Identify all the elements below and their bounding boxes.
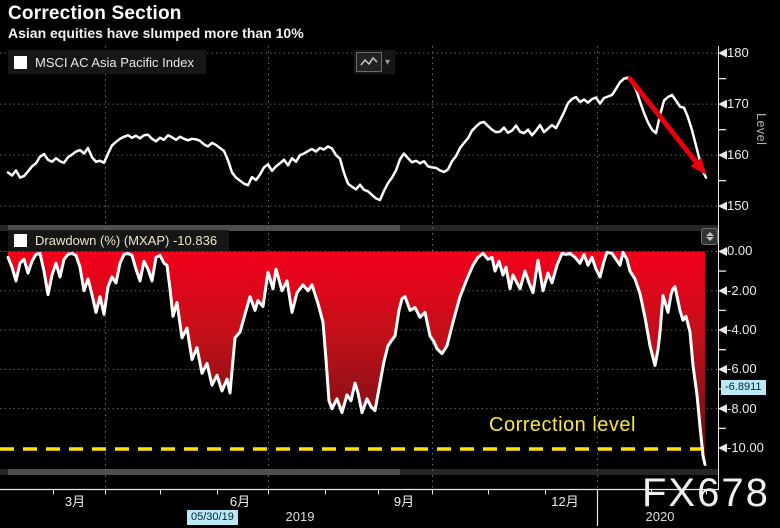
y-axis-title-level: Level (754, 113, 768, 146)
x-tick-label-month: 3月 (64, 494, 86, 509)
page-title: Correction Section (8, 3, 182, 24)
legend-msci-label: MSCI AC Asia Pacific Index (35, 54, 194, 70)
legend-drawdown[interactable]: Drawdown (%) (MXAP) -10.836 (8, 230, 230, 251)
x-tick-label-month: 9月 (393, 494, 415, 509)
y-tick-label: -6.00 (727, 361, 757, 377)
legend-msci-index[interactable]: MSCI AC Asia Pacific Index (8, 50, 206, 74)
arrow-down-icon (705, 237, 714, 241)
arrow-up-icon (705, 232, 714, 236)
y-tick-label: -2.00 (727, 282, 757, 298)
y-tick-label: -8.00 (727, 400, 757, 416)
legend-swatch-white (14, 234, 27, 247)
value-badge: -6.8911 (721, 379, 766, 395)
y-tick-label: 170 (727, 96, 749, 112)
chevron-down-icon: ▾ (385, 56, 391, 68)
x-tick-label-month: 6月 (229, 494, 251, 509)
y-tick-label: 150 (727, 198, 749, 214)
watermark-fx678: FX678 (642, 471, 770, 515)
y-tick-label: 180 (727, 45, 749, 61)
line-chart-icon (356, 52, 382, 72)
y-tick-label: -10.00 (727, 439, 764, 455)
page-subtitle: Asian equities have slumped more than 10… (8, 25, 304, 41)
legend-drawdown-label: Drawdown (%) (MXAP) -10.836 (35, 233, 218, 248)
panel-splitter[interactable] (0, 225, 718, 231)
panel-splitter-thumb[interactable] (8, 225, 400, 231)
panel-resize-control[interactable] (701, 228, 718, 245)
horizontal-scrollbar[interactable] (0, 469, 718, 475)
x-tick-label-year: 2019 (285, 509, 315, 524)
x-tick-label-month: 12月 (551, 494, 579, 509)
legend-swatch-white (14, 55, 27, 69)
x-tick-label-year: 2020 (645, 509, 675, 524)
y-tick-label: 0.00 (727, 243, 753, 259)
horizontal-scrollbar-thumb[interactable] (8, 469, 400, 475)
chart-type-button[interactable]: ▾ (354, 50, 396, 74)
y-tick-label: 160 (727, 147, 749, 163)
y-tick-label: -4.00 (727, 322, 757, 338)
date-badge: 05/30/19 (187, 510, 238, 525)
correction-level-annotation: Correction level (489, 414, 636, 436)
